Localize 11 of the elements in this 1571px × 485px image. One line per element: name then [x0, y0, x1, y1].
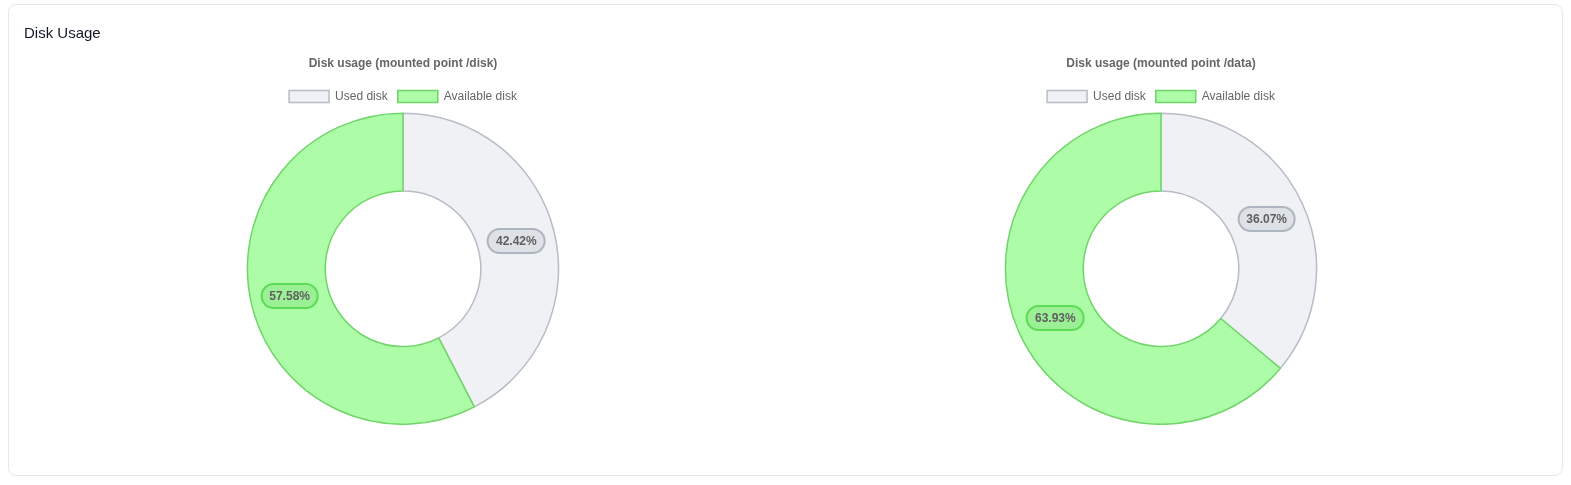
chart-title: Disk usage (mounted point /data) [1066, 55, 1256, 70]
data-label: 63.93% [1034, 311, 1076, 326]
legend-label: Used disk [335, 88, 389, 103]
chart-title: Disk usage (mounted point /disk) [308, 55, 498, 70]
legend-label: Available disk [1201, 88, 1276, 103]
legend-label: Available disk [443, 88, 518, 103]
data-label: 57.58% [269, 289, 310, 304]
data-label: 36.07% [1246, 212, 1288, 227]
legend-label: Used disk [1093, 88, 1147, 103]
text: Disk Usage [24, 24, 101, 41]
data-label: 42.42% [496, 234, 537, 249]
